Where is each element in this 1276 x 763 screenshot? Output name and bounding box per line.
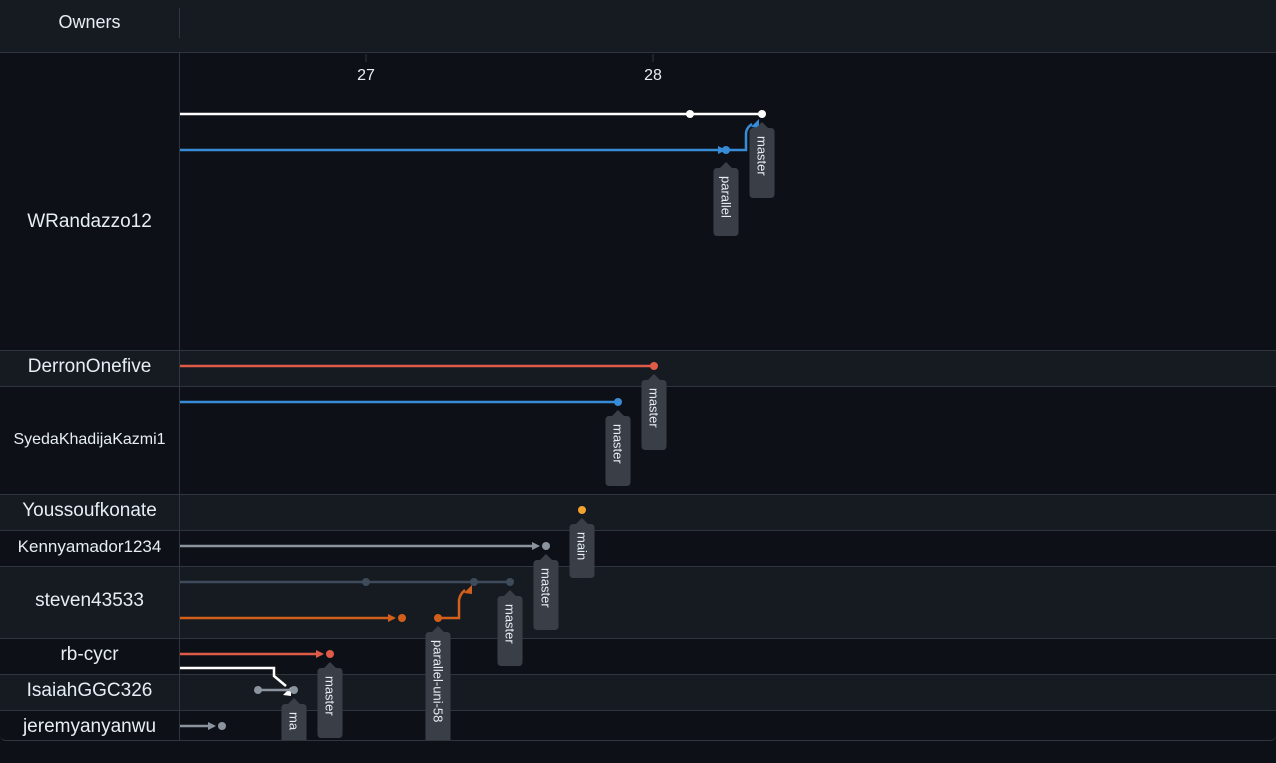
branch-tag-background	[749, 122, 775, 198]
owner-row	[0, 638, 1276, 674]
network-header: Owners	[0, 0, 1276, 53]
branch-tag-background	[497, 590, 523, 666]
branch-tag-label: master	[539, 568, 554, 608]
commit-dot[interactable]	[470, 578, 478, 586]
commit-dot[interactable]	[362, 578, 370, 586]
branch-tag-label: master	[323, 676, 338, 716]
commit-dot[interactable]	[686, 110, 694, 118]
owner-row	[0, 386, 1276, 494]
owner-name-rb-cycr[interactable]: rb-cycr	[60, 644, 119, 665]
owner-name-kennyamador1234[interactable]: Kennyamador1234	[17, 537, 162, 556]
branch-tag-background	[569, 518, 595, 578]
commit-dot[interactable]	[614, 398, 622, 406]
owner-row	[0, 530, 1276, 566]
branch-tag-label: master	[611, 424, 626, 464]
commit-dot[interactable]	[758, 110, 766, 118]
owner-name-wrandazzo12[interactable]: WRandazzo12	[27, 211, 152, 232]
owner-row	[0, 674, 1276, 710]
branch-tag-background	[425, 626, 451, 740]
owner-row	[0, 710, 1276, 740]
commit-dot[interactable]	[398, 614, 406, 622]
commit-dot[interactable]	[578, 506, 586, 514]
commit-dot[interactable]	[650, 362, 658, 370]
branch-tag[interactable]: master	[641, 374, 667, 450]
branch-tag-label: master	[647, 388, 662, 428]
branch-tag-background	[281, 698, 307, 740]
commit-dot[interactable]	[254, 686, 262, 694]
branch-tag-background	[317, 662, 343, 738]
owner-name-syedakhadijakazmi1[interactable]: SyedaKhadijaKazmi1	[13, 431, 166, 448]
branch-tag-label: main	[575, 532, 590, 560]
owner-row	[0, 350, 1276, 386]
owner-row	[0, 494, 1276, 530]
owner-column-divider	[179, 52, 180, 740]
owner-name-steven43533[interactable]: steven43533	[35, 590, 144, 611]
branch-tag[interactable]: ma	[281, 698, 307, 740]
owner-name-derrononefive[interactable]: DerronOnefive	[27, 356, 152, 377]
branch-tag[interactable]: parallel-uni-58	[425, 626, 451, 740]
branch-tag[interactable]: master	[749, 122, 775, 198]
owner-name-jeremyanyanwu[interactable]: jeremyanyanwu	[22, 716, 157, 737]
owner-name-youssoufkonate[interactable]: Youssoufkonate	[22, 500, 157, 521]
branch-tag-label: parallel-uni-58	[431, 640, 446, 722]
branch-tag-background	[641, 374, 667, 450]
branch-tag[interactable]: master	[497, 590, 523, 666]
branch-tag[interactable]: main	[569, 518, 595, 578]
commit-dot[interactable]	[506, 578, 514, 586]
commit-dot[interactable]	[434, 614, 442, 622]
branch-tag-background	[605, 410, 631, 486]
branch-tag-label: parallel	[719, 176, 734, 218]
branch-tag-label: ma	[287, 712, 302, 731]
branch-tag[interactable]: master	[533, 554, 559, 630]
branch-tag-label: master	[755, 136, 770, 176]
branch-tag-background	[533, 554, 559, 630]
branch-tag[interactable]: parallel	[713, 162, 739, 236]
network-graph: Owners WRandazzo12 DerronOnefive SyedaKh…	[0, 0, 1276, 741]
commit-dot[interactable]	[326, 650, 334, 658]
branch-tag-background	[713, 162, 739, 236]
owner-row	[0, 566, 1276, 638]
owners-column-header: Owners	[58, 12, 121, 32]
owner-row	[0, 52, 1276, 350]
commit-dot[interactable]	[218, 722, 226, 730]
branch-tag-label: master	[503, 604, 518, 644]
branch-tag[interactable]: master	[605, 410, 631, 486]
header-divider	[179, 8, 180, 38]
branch-tag[interactable]: master	[317, 662, 343, 738]
commit-dot[interactable]	[290, 686, 298, 694]
owner-name-isaiahggc326[interactable]: IsaiahGGC326	[26, 680, 153, 701]
commit-dot[interactable]	[722, 146, 730, 154]
commit-dot[interactable]	[542, 542, 550, 550]
